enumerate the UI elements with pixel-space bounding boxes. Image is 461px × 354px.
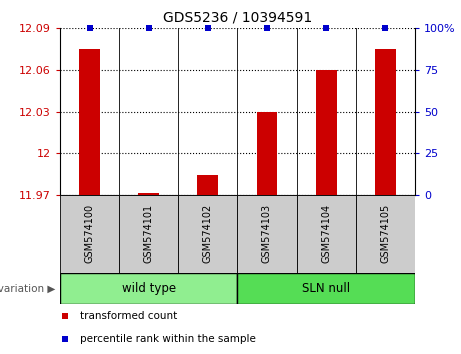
Bar	[257, 112, 278, 195]
Bar	[237, 195, 296, 273]
Text: wild type: wild type	[122, 282, 176, 295]
Bar	[375, 49, 396, 195]
Bar	[197, 175, 218, 195]
Text: GSM574105: GSM574105	[380, 204, 390, 263]
Bar	[296, 195, 356, 273]
Text: GSM574100: GSM574100	[84, 204, 95, 263]
Text: GSM574103: GSM574103	[262, 204, 272, 263]
Bar	[356, 195, 415, 273]
Bar	[60, 273, 237, 304]
Text: GSM574101: GSM574101	[144, 204, 154, 263]
Text: percentile rank within the sample: percentile rank within the sample	[80, 334, 256, 344]
Text: GSM574104: GSM574104	[321, 204, 331, 263]
Bar	[119, 195, 178, 273]
Text: genotype/variation ▶: genotype/variation ▶	[0, 284, 55, 293]
Text: SLN null: SLN null	[302, 282, 350, 295]
Text: GSM574102: GSM574102	[203, 204, 213, 263]
Bar	[178, 195, 237, 273]
Bar	[138, 193, 159, 195]
Bar	[237, 273, 415, 304]
Bar	[316, 70, 337, 195]
Bar	[79, 49, 100, 195]
Text: transformed count: transformed count	[80, 311, 177, 321]
Title: GDS5236 / 10394591: GDS5236 / 10394591	[163, 10, 312, 24]
Bar	[60, 195, 119, 273]
